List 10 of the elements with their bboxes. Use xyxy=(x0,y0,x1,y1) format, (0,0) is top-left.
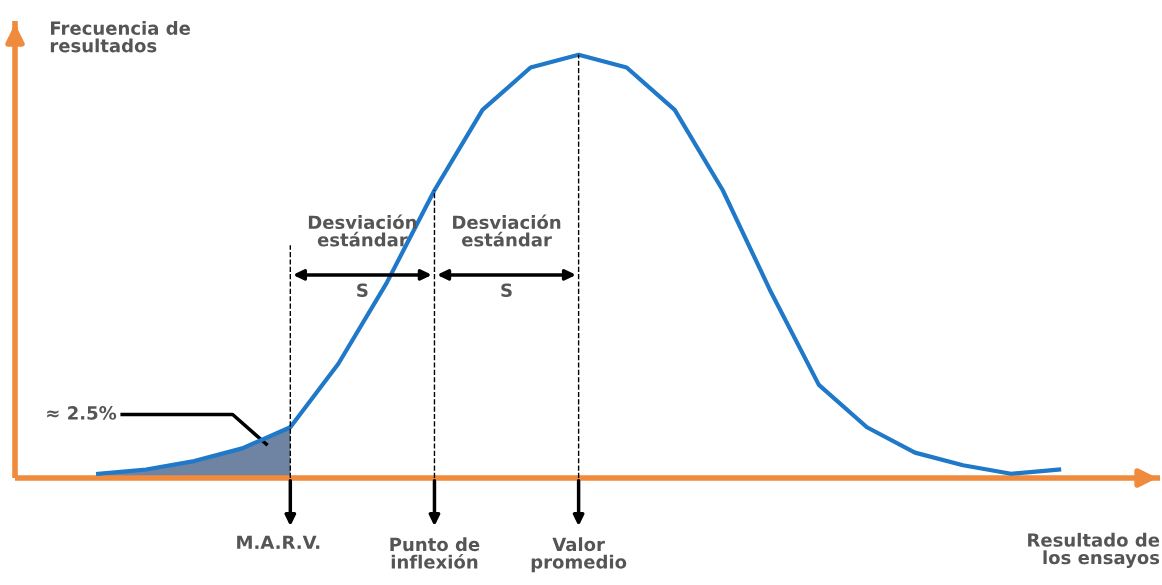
annotation: Desviación estándar xyxy=(308,214,417,247)
text: Valor promedio xyxy=(531,537,627,573)
text: Punto de inflexión xyxy=(390,537,480,569)
annotation: ≈ 2.5% xyxy=(47,406,117,420)
annotation: S xyxy=(501,283,512,298)
y-axis-title: Frecuencia de resultados xyxy=(50,21,190,53)
annotation: S xyxy=(357,283,368,298)
x-axis-title: Resultado de los ensayos xyxy=(1028,532,1160,568)
text: M.A.R.V. xyxy=(237,535,320,549)
annotation: Desviación estándar xyxy=(453,214,561,247)
